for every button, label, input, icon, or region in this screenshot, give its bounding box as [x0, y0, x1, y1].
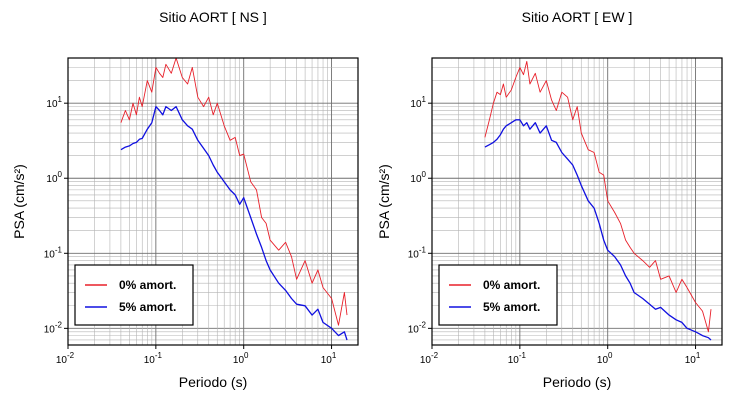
- x-tick-exponent: 1: [696, 351, 701, 360]
- x-tick-label: 101: [685, 351, 701, 366]
- legend: 0% amort. 5% amort.: [438, 264, 558, 326]
- x-tick-base: 10: [508, 355, 520, 366]
- x-tick-exponent: 1: [332, 351, 337, 360]
- series-line-1: [120, 105, 348, 341]
- x-tick-label: 10-1: [144, 351, 163, 366]
- x-tick-label: 100: [597, 351, 613, 366]
- y-tick-base: 10: [410, 174, 422, 185]
- chart-title: Sitio AORT [ EW ]: [522, 9, 633, 25]
- x-tick-base: 10: [420, 355, 432, 366]
- x-tick-label: 10-1: [508, 351, 527, 366]
- y-tick-base: 10: [46, 99, 58, 110]
- y-tick-base: 10: [408, 249, 420, 260]
- plot-frame: [431, 57, 723, 346]
- legend-label-1: 5% amort.: [119, 300, 176, 314]
- x-tick-base: 10: [144, 355, 156, 366]
- y-tick-label: 10-2: [44, 320, 63, 335]
- y-axis-label: PSA (cm/s²): [376, 164, 392, 239]
- y-tick-exponent: -2: [55, 320, 63, 329]
- x-tick-exponent: -1: [519, 351, 527, 360]
- legend: 0% amort. 5% amort.: [74, 264, 194, 326]
- x-tick-base: 10: [597, 355, 609, 366]
- x-axis-label: Periodo (s): [543, 374, 611, 390]
- x-tick-exponent: 0: [244, 351, 249, 360]
- y-tick-label: 10-2: [408, 320, 427, 335]
- y-tick-base: 10: [410, 99, 422, 110]
- y-tick-exponent: -1: [419, 245, 427, 254]
- series-line-1: [484, 119, 712, 341]
- y-tick-exponent: 1: [422, 95, 427, 104]
- y-tick-base: 10: [44, 324, 56, 335]
- y-tick-label: 10-1: [44, 245, 63, 260]
- x-tick-exponent: -2: [431, 351, 439, 360]
- plot-frame: [67, 57, 359, 346]
- y-axis-label: PSA (cm/s²): [11, 164, 27, 239]
- y-tick-base: 10: [44, 249, 56, 260]
- x-tick-label: 101: [321, 351, 337, 366]
- y-tick-label: 100: [410, 170, 426, 185]
- y-tick-exponent: 1: [58, 95, 63, 104]
- x-axis-label: Periodo (s): [179, 374, 247, 390]
- x-tick-label: 100: [233, 351, 249, 366]
- y-tick-exponent: -2: [419, 320, 427, 329]
- legend-label-1: 5% amort.: [483, 300, 540, 314]
- legend-label-0: 0% amort.: [119, 278, 176, 292]
- legend-label-0: 0% amort.: [483, 278, 540, 292]
- x-tick-base: 10: [233, 355, 245, 366]
- y-tick-label: 100: [46, 170, 62, 185]
- series-line-0: [120, 57, 348, 326]
- x-tick-base: 10: [685, 355, 697, 366]
- y-tick-exponent: 0: [58, 170, 63, 179]
- y-tick-base: 10: [46, 174, 58, 185]
- x-tick-base: 10: [321, 355, 333, 366]
- x-tick-exponent: -1: [155, 351, 163, 360]
- series-line-0: [484, 60, 712, 333]
- y-tick-exponent: 0: [422, 170, 427, 179]
- x-tick-exponent: -2: [67, 351, 75, 360]
- x-tick-exponent: 0: [608, 351, 613, 360]
- chart-title: Sitio AORT [ NS ]: [159, 9, 267, 25]
- y-tick-exponent: -1: [55, 245, 63, 254]
- legend-box: [438, 264, 558, 326]
- y-tick-label: 101: [410, 95, 426, 110]
- legend-box: [74, 264, 194, 326]
- grid: [432, 58, 722, 345]
- y-tick-label: 101: [46, 95, 62, 110]
- x-tick-label: 10-2: [56, 351, 75, 366]
- y-tick-base: 10: [408, 324, 420, 335]
- x-tick-base: 10: [56, 355, 68, 366]
- y-tick-label: 10-1: [408, 245, 427, 260]
- x-tick-label: 10-2: [420, 351, 439, 366]
